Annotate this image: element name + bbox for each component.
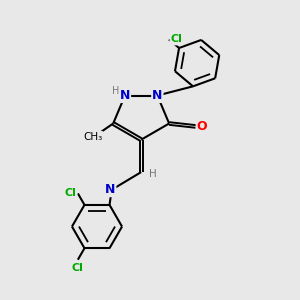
Text: H: H <box>149 169 157 178</box>
Text: Cl: Cl <box>72 263 84 273</box>
Text: O: O <box>197 120 207 133</box>
Text: N: N <box>152 89 163 102</box>
Text: Cl: Cl <box>64 188 76 198</box>
Text: Cl: Cl <box>170 34 182 44</box>
Text: H: H <box>112 86 120 96</box>
Text: CH₃: CH₃ <box>83 132 102 142</box>
Text: N: N <box>120 89 130 102</box>
Text: N: N <box>105 183 116 196</box>
